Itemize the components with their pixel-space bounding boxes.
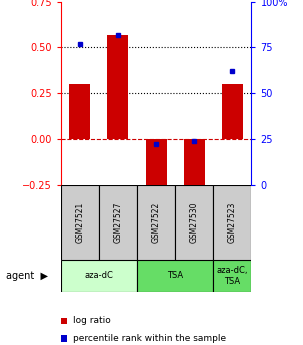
Title: GDS919 / 5607: GDS919 / 5607 <box>108 0 204 1</box>
Bar <box>175 185 213 260</box>
Text: GSM27527: GSM27527 <box>113 202 122 243</box>
Text: percentile rank within the sample: percentile rank within the sample <box>73 334 226 343</box>
Text: aza-dC,
TSA: aza-dC, TSA <box>217 266 248 286</box>
Bar <box>107 34 128 139</box>
Text: GSM27522: GSM27522 <box>152 202 161 243</box>
Bar <box>184 139 205 188</box>
Bar <box>213 185 251 260</box>
Bar <box>61 185 99 260</box>
Text: log ratio: log ratio <box>73 316 111 325</box>
Text: GSM27521: GSM27521 <box>75 202 84 243</box>
Bar <box>222 84 243 139</box>
Bar <box>69 84 90 139</box>
Bar <box>99 185 137 260</box>
Text: aza-dC: aza-dC <box>84 272 113 280</box>
Text: agent  ▶: agent ▶ <box>6 271 48 281</box>
Bar <box>145 139 167 188</box>
Bar <box>137 185 175 260</box>
Text: TSA: TSA <box>167 272 183 280</box>
Bar <box>61 260 137 292</box>
Bar <box>213 260 251 292</box>
Text: GSM27523: GSM27523 <box>228 202 237 243</box>
Text: GSM27530: GSM27530 <box>190 202 199 243</box>
Bar <box>137 260 213 292</box>
